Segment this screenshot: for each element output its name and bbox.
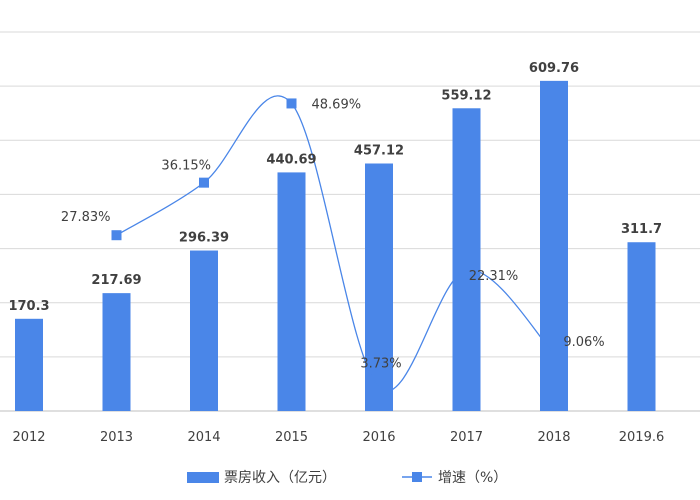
bar bbox=[627, 242, 656, 411]
line-marker bbox=[199, 177, 209, 188]
legend-bar-swatch bbox=[187, 472, 219, 483]
bar-data-label: 170.3 bbox=[8, 299, 49, 314]
legend: 票房收入（亿元） 增速（%） bbox=[187, 470, 507, 486]
bar bbox=[365, 163, 393, 411]
bar bbox=[540, 80, 568, 411]
x-tick-label: 2015 bbox=[275, 430, 308, 445]
x-axis-tick-labels: 2012 2013 2014 2015 2016 2017 2018 2019.6 bbox=[12, 430, 664, 445]
line-marker bbox=[111, 230, 122, 241]
legend-line-label: 增速（%） bbox=[438, 470, 507, 486]
line-data-label: 48.69% bbox=[312, 97, 362, 112]
bar-data-label: 296.39 bbox=[179, 231, 229, 246]
bar-data-label: 440.69 bbox=[266, 152, 316, 167]
bar bbox=[452, 108, 481, 411]
line-data-label: 9.06% bbox=[563, 335, 604, 350]
bar bbox=[15, 318, 43, 411]
bar-data-label: 457.12 bbox=[354, 144, 404, 159]
x-tick-label: 2012 bbox=[12, 430, 45, 445]
x-tick-label: 2016 bbox=[362, 430, 395, 445]
x-tick-label: 2019.6 bbox=[619, 430, 665, 445]
bar-data-label: 311.7 bbox=[621, 222, 662, 237]
line-series bbox=[111, 95, 555, 392]
bar bbox=[190, 250, 218, 411]
legend-bar-label: 票房收入（亿元） bbox=[224, 470, 336, 486]
line-data-label: 3.73% bbox=[360, 356, 401, 371]
x-tick-label: 2013 bbox=[100, 430, 133, 445]
line-marker bbox=[286, 98, 297, 109]
bar-data-label: 217.69 bbox=[91, 273, 141, 288]
bar bbox=[277, 172, 306, 411]
bar-data-labels: 170.3 217.69 296.39 440.69 457.12 559.12 609.7… bbox=[8, 61, 662, 314]
line-data-label: 22.31% bbox=[469, 269, 519, 284]
bar bbox=[102, 293, 131, 411]
x-tick-label: 2014 bbox=[187, 430, 220, 445]
legend-line-marker bbox=[412, 472, 422, 482]
bar-data-label: 559.12 bbox=[441, 88, 491, 103]
bar-data-label: 609.76 bbox=[529, 61, 579, 76]
x-tick-label: 2017 bbox=[450, 430, 483, 445]
line-data-label: 36.15% bbox=[161, 159, 211, 174]
bar-series bbox=[15, 80, 656, 411]
x-tick-label: 2018 bbox=[537, 430, 570, 445]
line-data-labels: 27.83% 36.15% 48.69% 3.73% 22.31% 9.06% bbox=[61, 97, 605, 371]
line-data-label: 27.83% bbox=[61, 210, 111, 225]
